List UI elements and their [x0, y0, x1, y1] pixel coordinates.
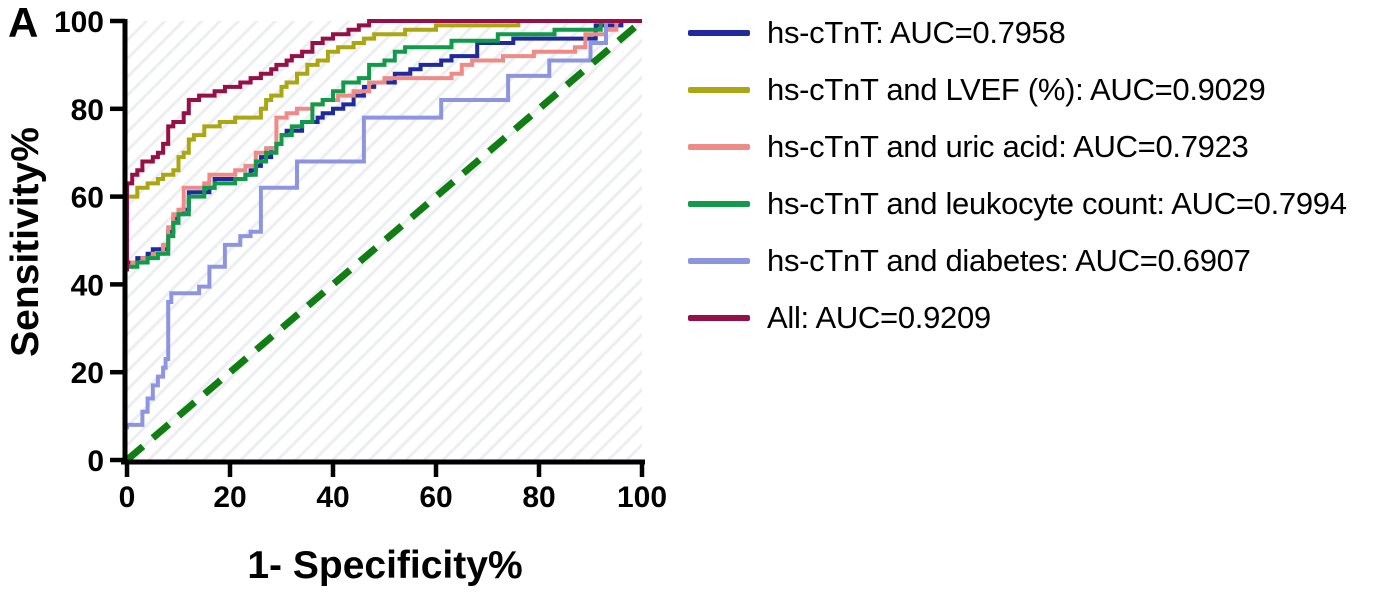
legend-label: hs-cTnT and LVEF (%): AUC=0.9029 — [767, 72, 1266, 107]
legend-item: hs-cTnT and diabetes: AUC=0.6907 — [688, 243, 1347, 278]
legend-item: hs-cTnT and leukocyte count: AUC=0.7994 — [688, 186, 1347, 221]
legend-swatch — [688, 258, 750, 264]
legend-swatch — [688, 315, 750, 321]
x-tick-label: 40 — [316, 481, 349, 514]
y-tick-label: 60 — [71, 182, 104, 215]
legend-swatch — [688, 144, 750, 150]
legend-label: All: AUC=0.9209 — [767, 300, 991, 335]
y-axis-title: Sensitivity% — [4, 127, 47, 357]
x-tick-label: 80 — [522, 481, 555, 514]
x-axis-title: 1- Specificity% — [247, 544, 522, 587]
legend-label: hs-cTnT and leukocyte count: AUC=0.7994 — [767, 186, 1347, 221]
y-axis-ticks — [110, 18, 125, 463]
legend-swatch — [688, 30, 750, 36]
x-tick-label: 100 — [617, 481, 667, 514]
curves-group — [124, 18, 645, 463]
y-tick-label: 100 — [54, 6, 104, 39]
x-tick-label: 0 — [119, 481, 136, 514]
x-tick-label: 60 — [419, 481, 452, 514]
roc-chart: 0 20 40 60 80 100 0 20 40 60 80 100 1- Specificity… — [4, 6, 667, 587]
y-axis-tick-labels: 0 20 40 60 80 100 — [54, 6, 104, 478]
curve-reference-diagonal — [124, 18, 645, 463]
legend-label: hs-cTnT and diabetes: AUC=0.6907 — [767, 243, 1251, 278]
y-tick-label: 40 — [71, 269, 104, 302]
x-tick-label: 20 — [213, 481, 246, 514]
curve-hs-ctnt-and-diabetes — [125, 19, 642, 430]
y-tick-label: 80 — [71, 94, 104, 127]
plot-area-hatch — [127, 21, 642, 461]
legend-item: hs-cTnT: AUC=0.7958 — [688, 15, 1347, 50]
legend-swatch — [688, 201, 750, 207]
x-axis-tick-labels: 0 20 40 60 80 100 — [119, 481, 667, 514]
legend-item: hs-cTnT and uric acid: AUC=0.7923 — [688, 129, 1347, 164]
legend-label: hs-cTnT: AUC=0.7958 — [767, 15, 1066, 50]
x-axis-ticks — [124, 462, 645, 477]
curve-all — [125, 19, 642, 272]
legend-item: All: AUC=0.9209 — [688, 300, 1347, 335]
y-tick-label: 0 — [87, 445, 104, 478]
legend-swatch — [688, 87, 750, 93]
legend-item: hs-cTnT and LVEF (%): AUC=0.9029 — [688, 72, 1347, 107]
y-tick-label: 20 — [71, 357, 104, 390]
legend: hs-cTnT: AUC=0.7958 hs-cTnT and LVEF (%):… — [688, 15, 1347, 358]
curve-hs-ctnt-and-uric-acid — [125, 19, 642, 272]
panel-label: A — [8, 0, 39, 46]
curve-hs-ctnt-and-leukocyte-count — [125, 19, 642, 272]
curve-hs-ctnt-and-lvef- — [125, 19, 642, 263]
legend-label: hs-cTnT and uric acid: AUC=0.7923 — [767, 129, 1249, 164]
